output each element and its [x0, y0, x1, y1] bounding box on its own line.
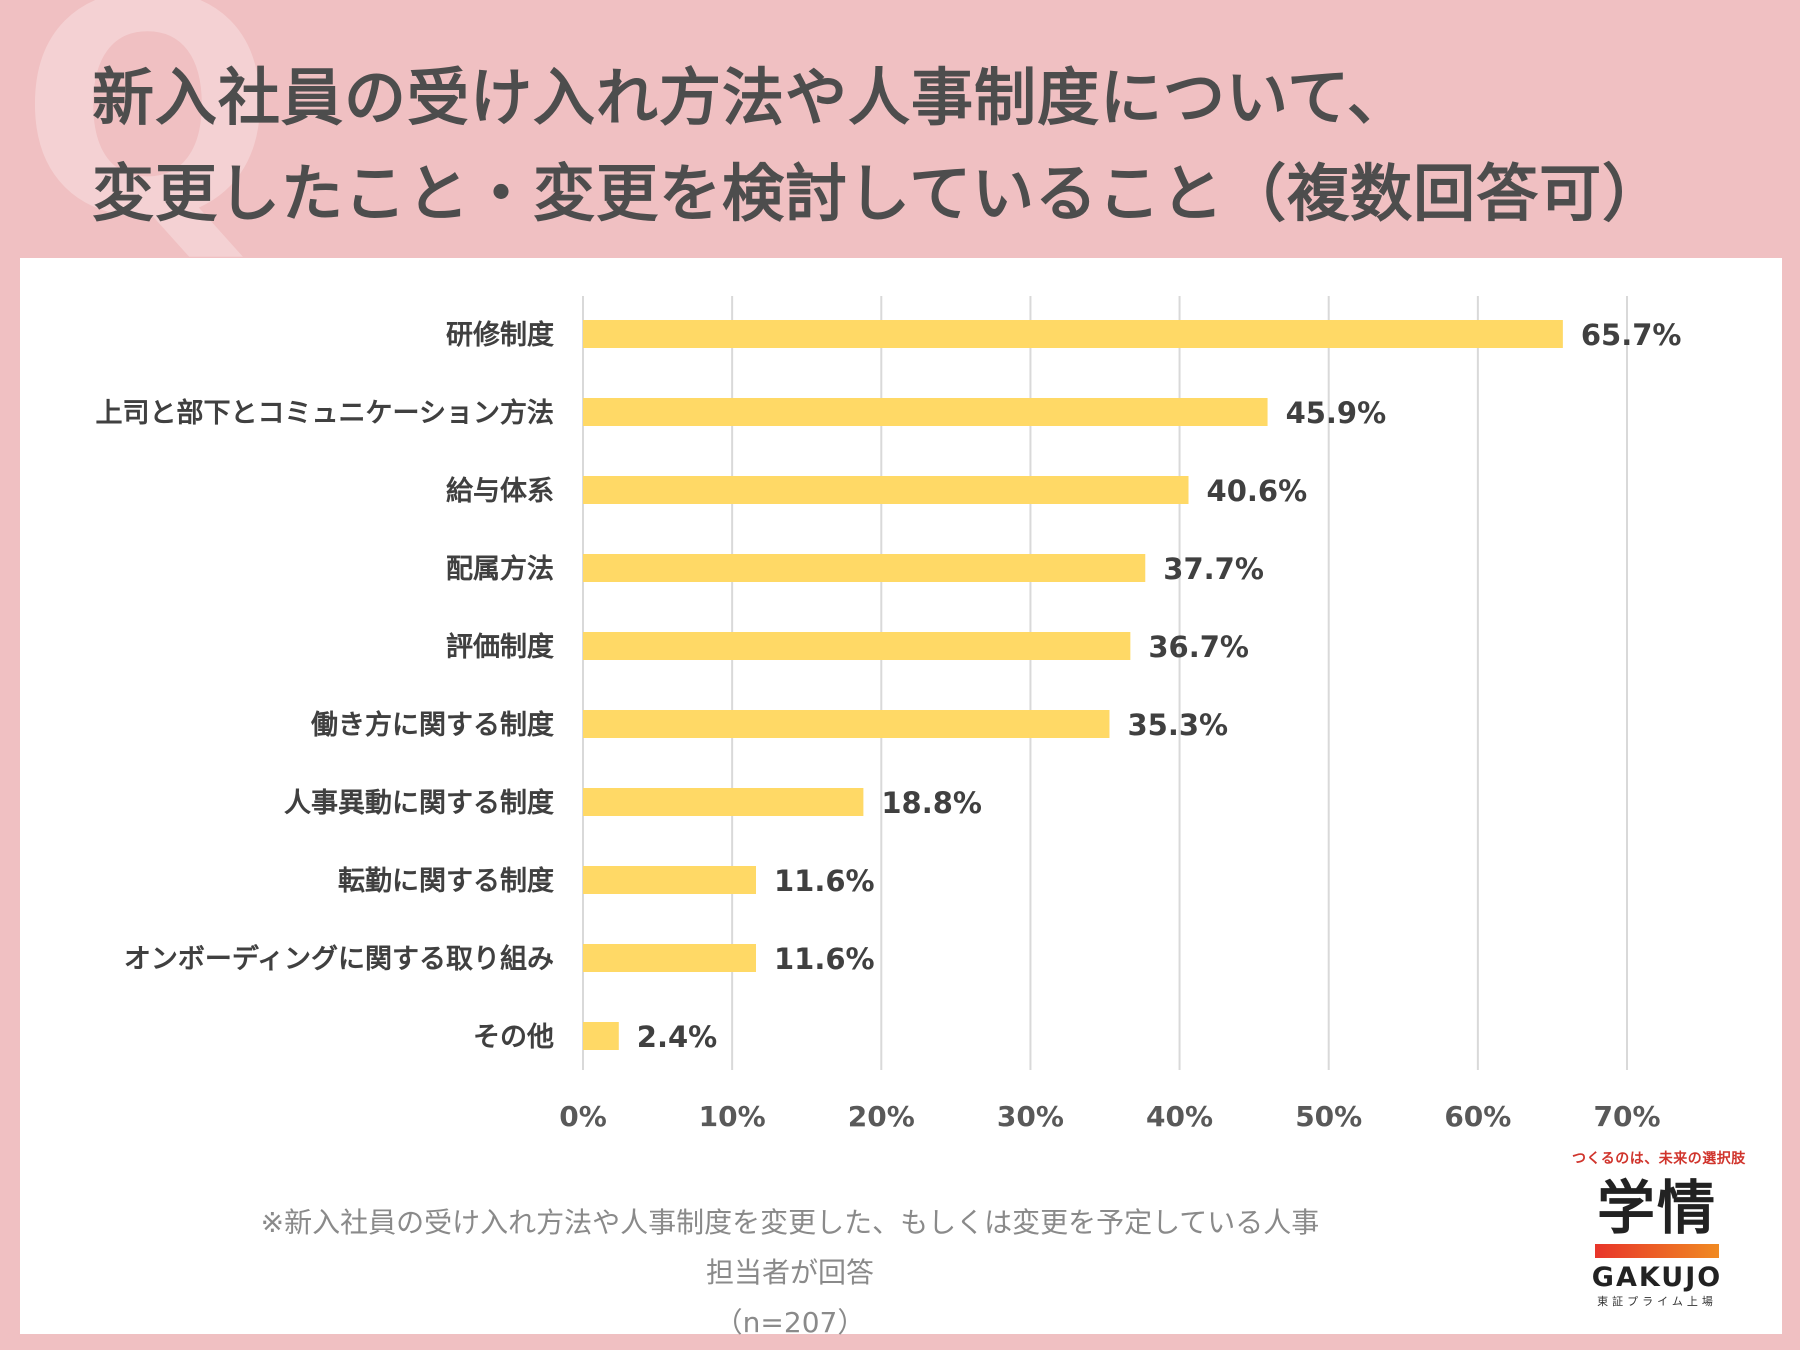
- data-label: 36.7%: [1148, 630, 1249, 664]
- footnote: ※新入社員の受け入れ方法や人事制度を変更した、もしくは変更を予定している人事担当…: [250, 1198, 1330, 1348]
- x-tick-label: 30%: [997, 1100, 1064, 1133]
- bar: [583, 866, 757, 894]
- category-label: 上司と部下とコミュニケーション方法: [96, 397, 554, 429]
- title-line-1: 新入社員の受け入れ方法や人事制度について、: [92, 61, 1411, 134]
- logo-kanji: 学情: [1596, 1174, 1717, 1242]
- category-label: 給与体系: [446, 475, 554, 507]
- bar: [583, 476, 1189, 504]
- chart-panel: 0% 10% 20% 30% 40% 50% 60% 70% 研修制度 65.7% 上司と部下とコミ…: [20, 258, 1782, 1339]
- bar: [583, 1022, 619, 1050]
- data-label: 45.9%: [1286, 396, 1387, 430]
- logo-name: GAKUJO: [1591, 1262, 1723, 1293]
- category-label: 研修制度: [446, 319, 554, 351]
- bar: [583, 788, 864, 816]
- category-label: オンボーディングに関する取り組み: [124, 943, 554, 975]
- footnote-line-1: ※新入社員の受け入れ方法や人事制度を変更した、もしくは変更を予定している人事担当…: [260, 1206, 1320, 1289]
- logo-tagline: つくるのは、未来の選択肢: [1572, 1151, 1746, 1167]
- bar: [583, 632, 1131, 660]
- title-line-2: 変更したこと・変更を検討していること（複数回答可）: [92, 157, 1666, 230]
- page-title: 新入社員の受け入れ方法や人事制度について、 変更したこと・変更を検討していること…: [92, 50, 1772, 242]
- category-label: 人事異動に関する制度: [284, 787, 554, 819]
- bar: [583, 554, 1146, 582]
- x-tick-label: 70%: [1593, 1100, 1660, 1133]
- gakujo-logo: つくるのは、未来の選択肢 学情 GAKUJO 東証プライム上場: [1572, 1148, 1746, 1309]
- x-tick-label: 50%: [1295, 1100, 1362, 1133]
- category-label: 働き方に関する制度: [311, 709, 554, 741]
- category-label: 評価制度: [446, 631, 554, 663]
- data-label: 18.8%: [881, 786, 982, 820]
- bar: [583, 398, 1268, 426]
- category-label: 配属方法: [446, 553, 554, 585]
- data-label: 37.7%: [1163, 552, 1264, 586]
- bar: [583, 320, 1563, 348]
- bar: [583, 710, 1110, 738]
- x-tick-label: 10%: [699, 1100, 766, 1133]
- data-label: 65.7%: [1581, 318, 1682, 352]
- data-label: 35.3%: [1127, 708, 1228, 742]
- x-tick-label: 0%: [559, 1100, 607, 1133]
- x-tick-label: 60%: [1444, 1100, 1511, 1133]
- data-label: 2.4%: [637, 1020, 717, 1054]
- bar-chart: 0% 10% 20% 30% 40% 50% 60% 70% 研修制度 65.7% 上司と部下とコミ…: [96, 296, 1682, 1133]
- data-label: 11.6%: [774, 942, 875, 976]
- footnote-sample-size: （n=207）: [714, 1306, 866, 1339]
- x-tick-label: 20%: [848, 1100, 915, 1133]
- category-label: 転勤に関する制度: [338, 865, 554, 897]
- data-label: 11.6%: [774, 864, 875, 898]
- data-label: 40.6%: [1207, 474, 1308, 508]
- category-label: その他: [473, 1022, 554, 1053]
- logo-subtitle: 東証プライム上場: [1597, 1295, 1717, 1308]
- x-tick-label: 40%: [1146, 1100, 1213, 1133]
- bar: [583, 944, 757, 972]
- q-mark-decoration: Q: [20, 0, 276, 284]
- logo-bar: [1595, 1244, 1719, 1258]
